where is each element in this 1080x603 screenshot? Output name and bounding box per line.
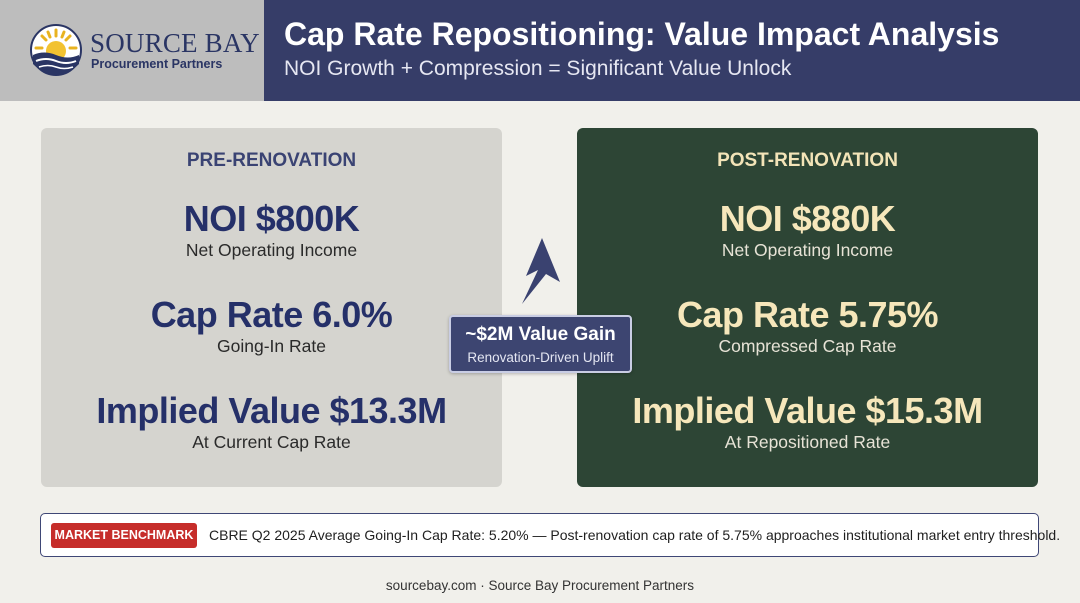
brand-name: SOURCE BAY [90, 28, 260, 58]
post-noi-caption: Net Operating Income [721, 240, 894, 260]
header-bar: Cap Rate Repositioning: Value Impact Ana… [264, 0, 1080, 101]
post-renovation-label: POST-RENOVATION [717, 150, 898, 171]
pre-noi-value: NOI $800K [183, 198, 360, 239]
post-implied-value: Implied Value $15.3M [632, 390, 983, 431]
pre-renovation-panel: PRE-RENOVATION NOI $800K Net Operating I… [41, 128, 502, 487]
sun-over-waves-icon [30, 24, 82, 76]
page-title: Cap Rate Repositioning: Value Impact Ana… [284, 16, 1000, 52]
post-cap-rate-value: Cap Rate 5.75% [676, 294, 939, 335]
market-benchmark-text: CBRE Q2 2025 Average Going-In Cap Rate: … [209, 527, 1061, 543]
value-gain-badge: ~$2M Value Gain Renovation-Driven Uplift [449, 315, 632, 373]
pre-renovation-label: PRE-RENOVATION [186, 150, 357, 171]
post-cap-rate-caption: Compressed Cap Rate [718, 336, 897, 356]
post-noi-value: NOI $880K [719, 198, 896, 239]
pre-cap-rate-value: Cap Rate 6.0% [150, 294, 393, 335]
post-implied-value-caption: At Repositioned Rate [724, 432, 891, 452]
market-benchmark-badge: MARKET BENCHMARK [51, 523, 197, 548]
pre-implied-value-caption: At Current Cap Rate [192, 432, 351, 452]
market-benchmark-bar: MARKET BENCHMARK CBRE Q2 2025 Average Go… [40, 513, 1060, 557]
post-renovation-panel: POST-RENOVATION NOI $880K Net Operating … [577, 128, 1038, 487]
pre-cap-rate-caption: Going-In Rate [217, 336, 326, 356]
pre-noi-caption: Net Operating Income [185, 240, 358, 260]
page-subtitle: NOI Growth + Compression = Significant V… [284, 57, 792, 80]
value-gain-subtitle: Renovation-Driven Uplift [467, 350, 614, 365]
pre-implied-value: Implied Value $13.3M [96, 390, 447, 431]
footer-credit: sourcebay.com · Source Bay Procurement P… [385, 578, 695, 593]
brand-tagline: Procurement Partners [91, 57, 223, 71]
value-gain-title: ~$2M Value Gain [465, 324, 616, 345]
brand-logo-block: SOURCE BAY Procurement Partners [0, 0, 264, 101]
up-arrow-icon [522, 238, 560, 304]
